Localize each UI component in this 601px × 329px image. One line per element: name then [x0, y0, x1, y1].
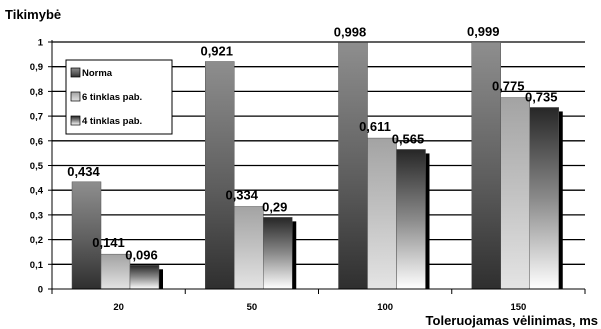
y-tick-label: 0,3: [30, 210, 43, 221]
y-tick-label: 0,1: [30, 260, 44, 271]
legend-swatch: [70, 91, 81, 102]
bar: [71, 181, 102, 290]
bar: [234, 206, 264, 290]
y-tick-label: 1: [38, 38, 44, 49]
data-label: 0,096: [125, 247, 158, 262]
data-label: 0,611: [359, 119, 391, 134]
legend-label: 6 tinklas pab.: [82, 92, 142, 103]
legend-label: Norma: [82, 68, 113, 79]
x-tick-label: 150: [510, 302, 526, 313]
data-label: 0,735: [525, 89, 558, 104]
y-axis-title: Tikimybė: [5, 7, 61, 22]
y-tick-label: 0,2: [30, 235, 43, 246]
y-tick-label: 0,6: [30, 136, 43, 147]
legend-swatch: [70, 67, 81, 78]
bar-shadow: [425, 153, 430, 289]
bar: [129, 265, 160, 290]
bar: [367, 137, 397, 290]
data-label: 0,775: [492, 79, 525, 94]
bar: [205, 61, 235, 290]
data-label: 0,565: [392, 131, 425, 146]
legend: Norma 6 tinklas pab. 4 tinklas pab.: [65, 59, 173, 135]
bar: [529, 107, 559, 290]
legend-label: 4 tinklas pab.: [82, 116, 142, 127]
x-tick-label: 50: [247, 302, 258, 313]
x-tick-label: 100: [377, 302, 393, 313]
bar: [338, 42, 368, 290]
y-tick-label: 0,5: [30, 161, 44, 172]
y-tick-label: 0,7: [30, 112, 43, 123]
y-tick-label: 0,9: [30, 62, 43, 73]
x-tick-label: 20: [113, 302, 124, 313]
data-label: 0,921: [200, 44, 233, 59]
x-axis-title: Toleruojamas vėlinimas, ms: [426, 313, 598, 328]
bar-shadow: [558, 111, 563, 289]
bar-shadow: [159, 269, 163, 289]
data-label: 0,334: [225, 188, 258, 203]
data-labels: 0,434 0,921 0,998 0,999 0,141 0,334 0,611 0,775…: [67, 24, 557, 262]
y-tick-label: 0,4: [30, 186, 44, 197]
data-label: 0,998: [334, 24, 367, 39]
bar: [500, 97, 530, 290]
bar: [396, 149, 426, 290]
bar-shadow: [292, 221, 297, 289]
data-label: 0,434: [67, 164, 100, 179]
axes: [48, 40, 586, 294]
data-label: 0,29: [262, 199, 287, 214]
bar: [471, 41, 501, 290]
y-tick-labels: 0 0,1 0,2 0,3 0,4 0,5 0,6 0,7 0,8 0,9 1: [30, 38, 44, 296]
y-tick-label: 0,8: [30, 87, 43, 98]
y-tick-label: 0: [38, 285, 43, 296]
legend-swatch: [70, 115, 81, 126]
data-label: 0,999: [467, 24, 500, 39]
x-tick-labels: 20 50 100 150: [113, 302, 526, 313]
data-label: 0,141: [92, 235, 125, 250]
bar: [263, 217, 293, 290]
legend-box: [65, 59, 173, 135]
bar: [100, 253, 131, 290]
